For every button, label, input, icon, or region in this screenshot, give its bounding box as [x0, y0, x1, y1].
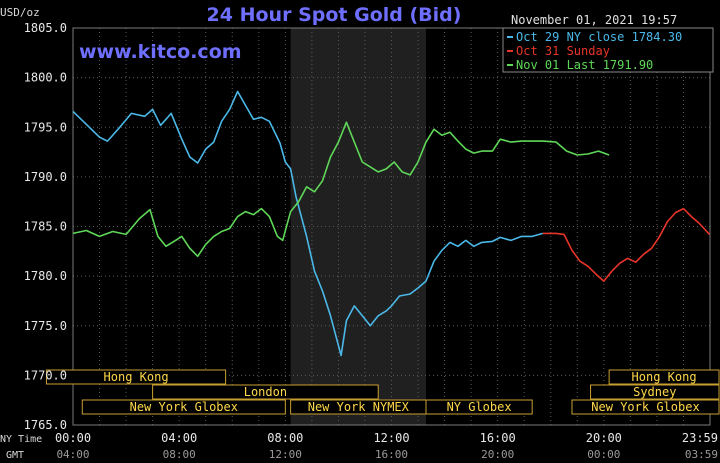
y-tick-label: 1805.0 [24, 21, 67, 35]
y-tick-label: 1780.0 [24, 269, 67, 283]
legend-entry: Nov 01 Last 1791.90 [516, 58, 653, 72]
session-label: Sydney [633, 385, 676, 399]
x-tick-label-gmt: 08:00 [163, 448, 196, 461]
legend-box [502, 27, 714, 73]
session-label: Hong Kong [104, 370, 169, 384]
legend-entry: Oct 31 Sunday [516, 44, 610, 58]
session-box [152, 384, 379, 400]
site-name[interactable]: www.kitco.com [79, 41, 242, 63]
y-tick-label: 1800.0 [24, 71, 67, 85]
y-tick-label: 1795.0 [24, 120, 67, 134]
y-tick-label: 1790.0 [24, 170, 67, 184]
y-tick-label: 1770.0 [24, 368, 67, 382]
axes-labels: 1805.0 1800.0 1795.0 1790.0 1785.0 1780.0 1775… [24, 21, 718, 461]
x-tick-label-gmt: 03:59 [685, 448, 718, 461]
series-line-2 [542, 207, 711, 282]
x-tick-label-ny: 08:00 [267, 431, 303, 445]
chart-title: 24 Hour Spot Gold (Bid) [207, 4, 462, 26]
legend-entry: Oct 29 NY close 1784.30 [516, 30, 682, 44]
session-box [608, 369, 720, 385]
session-box [45, 369, 227, 385]
session-box [425, 399, 533, 415]
x-tick-label-ny: 20:00 [586, 431, 622, 445]
y-unit-label: USD/oz [0, 6, 40, 19]
session-box [81, 399, 286, 415]
session-label: New York NYMEX [308, 400, 410, 414]
x-tick-label-ny: 04:00 [161, 431, 197, 445]
x-tick-label-ny: 00:00 [55, 431, 91, 445]
x-tick-label-ny: 23:59 [682, 431, 718, 445]
session-label: New York Globex [591, 400, 699, 414]
session-box [590, 384, 720, 400]
series-line-1 [72, 90, 544, 357]
y-tick-label: 1765.0 [24, 418, 67, 432]
session-label: Hong Kong [632, 370, 697, 384]
ny-time-row-label: NY Time [0, 434, 42, 445]
y-tick-label: 1775.0 [24, 319, 67, 333]
x-tick-label-ny: 12:00 [373, 431, 409, 445]
x-tick-label-ny: 16:00 [480, 431, 516, 445]
x-tick-label-gmt: 04:00 [56, 448, 89, 461]
x-tick-label-gmt: 00:00 [587, 448, 620, 461]
session-label: New York Globex [130, 400, 238, 414]
x-tick-label-gmt: 12:00 [269, 448, 302, 461]
session-box [571, 399, 720, 415]
plot-border [72, 27, 711, 426]
x-tick-label-gmt: 20:00 [481, 448, 514, 461]
series-lines [72, 90, 711, 357]
y-tick-label: 1785.0 [24, 220, 67, 234]
session-label: London [244, 385, 287, 399]
plot-background [73, 28, 710, 425]
timestamp: November 01, 2021 19:57 [511, 13, 677, 27]
gmt-row-label: GMT [6, 450, 24, 461]
x-tick-label-gmt: 16:00 [375, 448, 408, 461]
grid-lines [72, 27, 711, 426]
session-label: NY Globex [447, 400, 512, 414]
series-line-3 [72, 121, 610, 258]
